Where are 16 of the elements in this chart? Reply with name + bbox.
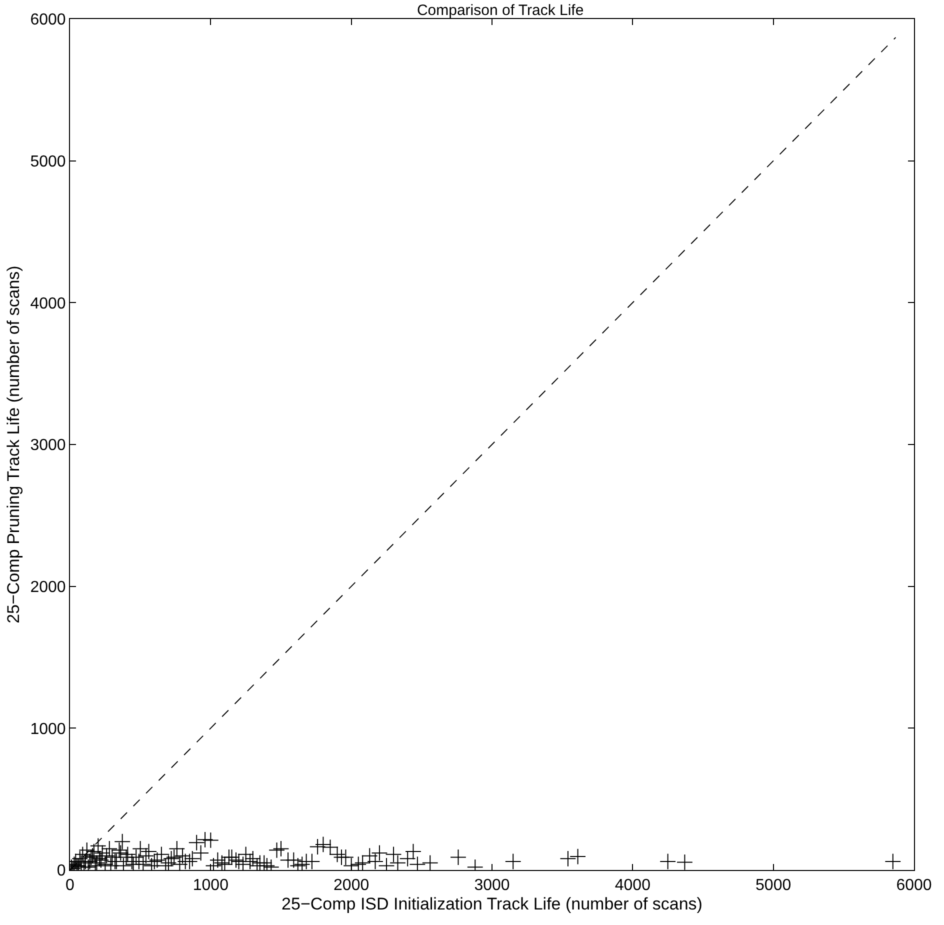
x-tick-label: 1000 — [192, 877, 229, 894]
y-tick-label: 6000 — [30, 12, 66, 29]
x-tick-label: 5000 — [756, 877, 792, 894]
y-tick-label: 1000 — [30, 720, 66, 738]
y-tick-label: 3000 — [30, 437, 66, 454]
y-axis-title: 25−Comp Pruning Track Life (number of scans) — [4, 266, 23, 624]
x-tick-label: 4000 — [614, 877, 651, 894]
y-tick-label: 4000 — [30, 295, 66, 312]
x-axis-title: 25−Comp ISD Initialization Track Life (number of scans) — [282, 894, 702, 914]
x-tick-label: 3000 — [474, 877, 510, 894]
y-tick-label: 5000 — [30, 153, 66, 170]
y-tick-label: 2000 — [30, 578, 66, 596]
x-tick-label: 6000 — [896, 877, 932, 894]
y-tick-label: 0 — [56, 862, 66, 880]
x-tick-label: 2000 — [334, 877, 370, 894]
chart-title: Comparison of Track Life — [416, 2, 584, 20]
